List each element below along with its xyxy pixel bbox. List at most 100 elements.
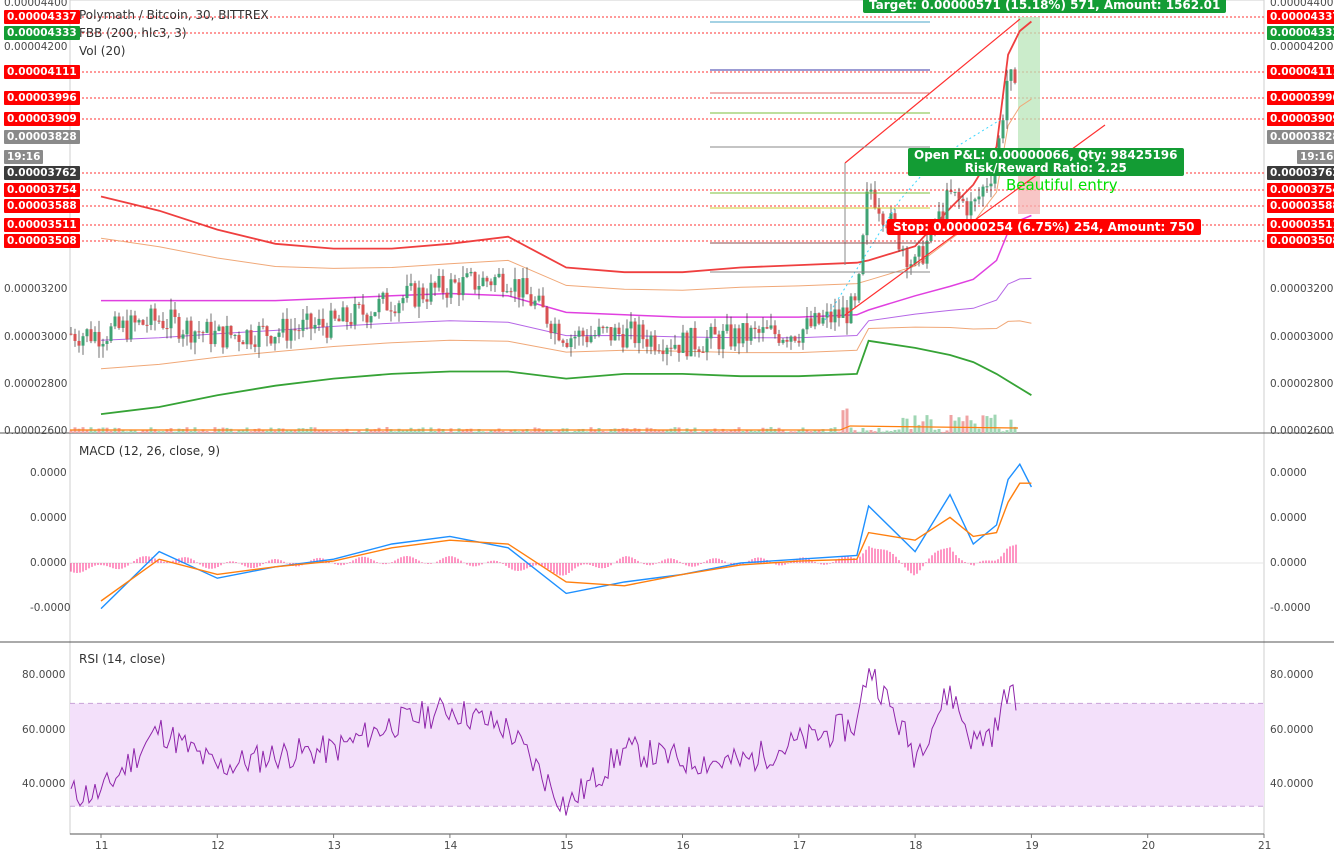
- volume-bar: [485, 431, 489, 433]
- candle-body: [245, 330, 249, 345]
- price-tag-right: 0.00003909: [1267, 112, 1334, 126]
- candle-body: [969, 201, 973, 216]
- volume-bar: [789, 431, 793, 433]
- candle-body: [981, 186, 985, 197]
- volume-bar: [773, 428, 777, 433]
- volume-bar: [129, 429, 133, 433]
- candle-body: [177, 316, 181, 339]
- volume-bar: [249, 431, 253, 433]
- candle-body: [145, 324, 149, 326]
- candle-body: [141, 320, 145, 325]
- candle-body: [89, 329, 93, 342]
- candle-body: [97, 331, 101, 347]
- candle-body: [909, 264, 913, 268]
- macd-histogram: [70, 544, 1017, 576]
- candle-body: [633, 321, 637, 344]
- volume-bar: [441, 429, 445, 433]
- price-tag-left: 0.00004337: [4, 10, 80, 24]
- volume-bar: [697, 431, 701, 433]
- pnl-box[interactable]: Open P&L: 0.00000066, Qty: 98425196 Risk…: [908, 148, 1184, 176]
- candle-body: [749, 327, 753, 341]
- candle-body: [149, 308, 153, 325]
- volume-bar: [753, 430, 757, 433]
- candle-body: [125, 320, 129, 340]
- volume-bar: [569, 431, 573, 433]
- volume-bar: [805, 430, 809, 433]
- volume-bar: [549, 430, 553, 433]
- candle-body: [197, 331, 201, 333]
- indicator-fbb-label[interactable]: FBB (200, hlc3, 3): [79, 26, 187, 40]
- volume-bar: [325, 430, 329, 433]
- candle-body: [397, 303, 401, 314]
- candle-body: [989, 183, 993, 187]
- candle-body: [297, 330, 301, 332]
- candle-body: [825, 311, 829, 318]
- volume-bar: [161, 431, 165, 433]
- rsi-axis-right-tick: 60.0000: [1270, 724, 1314, 736]
- candle-body: [513, 279, 517, 292]
- volume-bar: [445, 431, 449, 433]
- volume-bar: [665, 429, 669, 433]
- price-tag-right: 0.00003754: [1267, 183, 1334, 197]
- macd-axis-right-tick: 0.0000: [1270, 557, 1307, 569]
- rsi-label[interactable]: RSI (14, close): [79, 652, 166, 666]
- price-tag-left: 0.00003909: [4, 112, 80, 126]
- volume-bar: [733, 429, 737, 433]
- candle-body: [645, 339, 649, 347]
- candle-body: [233, 334, 237, 336]
- volume-bar: [497, 428, 501, 433]
- candle-body: [121, 320, 125, 328]
- target-box[interactable]: Target: 0.00000571 (15.18%) 571, Amount:…: [863, 0, 1227, 13]
- stop-box[interactable]: Stop: 0.00000254 (6.75%) 254, Amount: 75…: [887, 219, 1201, 235]
- candle-body: [881, 213, 885, 225]
- candle-body: [853, 296, 857, 301]
- candle-body: [373, 312, 377, 317]
- candle-body: [153, 308, 157, 321]
- volume-bar: [369, 430, 373, 433]
- price-tag-right: 19:16: [1297, 150, 1334, 164]
- candle-body: [361, 304, 365, 315]
- candle-body: [689, 327, 693, 357]
- candle-body: [905, 248, 909, 268]
- annotation-text[interactable]: Beautiful entry: [1006, 176, 1118, 194]
- macd-axis-left-tick: 0.0000: [30, 512, 67, 524]
- candle-body: [329, 310, 333, 338]
- candle-body: [857, 274, 861, 301]
- candle-body: [665, 347, 669, 355]
- candle-body: [77, 340, 81, 346]
- volume-bar: [529, 431, 533, 433]
- price-tag-right: 0.00003762: [1267, 166, 1334, 180]
- candle-body: [973, 199, 977, 202]
- macd-label[interactable]: MACD (12, 26, close, 9): [79, 444, 221, 458]
- candle-body: [577, 330, 581, 337]
- volume-bar: [785, 431, 789, 433]
- candle-body: [257, 325, 261, 347]
- candle-body: [593, 334, 597, 337]
- candle-body: [381, 292, 385, 299]
- candle-body: [613, 327, 617, 341]
- volume-bar: [653, 429, 657, 433]
- candle-body: [565, 342, 569, 348]
- volume-bar: [329, 431, 333, 433]
- price-tag-left: 19:16: [4, 150, 44, 164]
- candle-body: [237, 334, 241, 342]
- candle-body: [765, 327, 769, 329]
- candle-body: [601, 326, 605, 329]
- volume-bar: [209, 431, 213, 433]
- candle-body: [305, 313, 309, 320]
- candle-body: [185, 320, 189, 335]
- candle-body: [285, 318, 289, 341]
- candle-body: [201, 332, 205, 334]
- candle-body: [721, 330, 725, 350]
- candle-body: [481, 277, 485, 287]
- candle-body: [525, 278, 529, 295]
- volume-bar: [917, 424, 921, 433]
- volume-bar: [501, 430, 505, 433]
- volume-bar: [749, 429, 753, 433]
- volume-bar: [949, 414, 953, 433]
- candle-body: [557, 323, 561, 341]
- candle-body: [913, 256, 917, 265]
- volume-bar: [565, 428, 569, 433]
- indicator-vol-label[interactable]: Vol (20): [79, 44, 126, 58]
